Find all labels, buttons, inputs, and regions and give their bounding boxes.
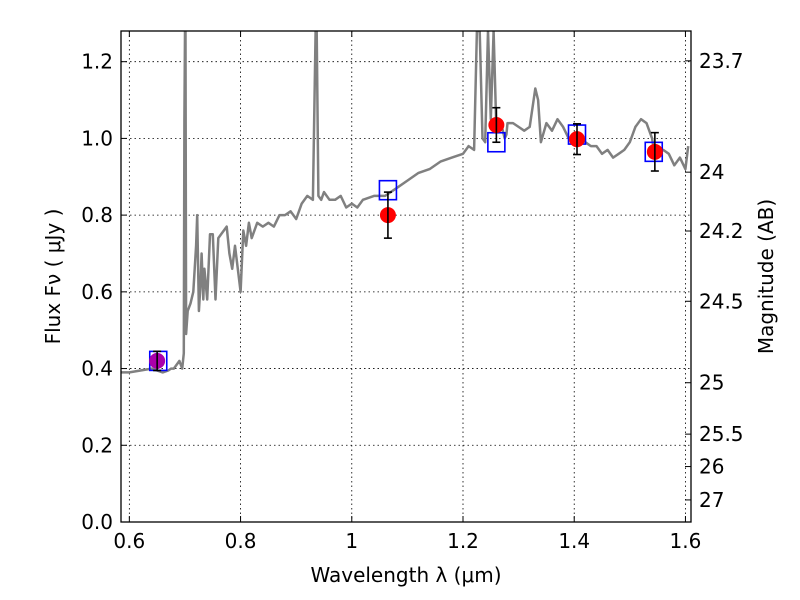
x-tick-label: 1.2: [447, 529, 479, 553]
x-tick-label: 1.4: [558, 529, 590, 553]
x-axis-label: Wavelength λ (μm): [310, 563, 501, 587]
y-tick-label: 1.0: [81, 126, 113, 150]
observed-point: [149, 350, 166, 372]
y-tick-label: 0.8: [81, 203, 113, 227]
observed-point: [488, 106, 505, 144]
y2-tick-label: 24.5: [699, 289, 744, 313]
x-tick-label: 0.8: [225, 529, 257, 553]
y-axis-label: Flux Fν ( μJy ): [41, 209, 65, 345]
template-spectrum-line: [121, 31, 690, 374]
x-tick-label: 1.6: [670, 529, 702, 553]
observed-point: [379, 191, 396, 239]
observed-points: [149, 106, 663, 372]
model-points: [148, 124, 664, 372]
y-tick-label: 0.4: [81, 357, 113, 381]
template-spectrum: [121, 31, 690, 374]
x-tick-label: 0.6: [113, 529, 145, 553]
y2-tick-label: 27: [699, 488, 724, 512]
y2-axis-label: Magnitude (AB): [754, 199, 778, 354]
y2-tick-label: 25: [699, 371, 724, 395]
y2-tick-label: 26: [699, 455, 724, 479]
y-tick-label: 0.2: [81, 433, 113, 457]
grid: [121, 31, 691, 523]
y2-tick-label: 25.5: [699, 422, 744, 446]
observed-point: [646, 131, 663, 172]
plot-frame: [120, 30, 692, 523]
y-tick-label: 0.6: [81, 280, 113, 304]
y2-tick-label: 24.2: [699, 219, 744, 243]
y2-tick-label: 23.7: [699, 49, 744, 73]
y-tick-label: 1.2: [81, 50, 113, 74]
x-tick-label: 1: [345, 529, 358, 553]
axis-ticks: 0.6 0.8 1 1.2 1.4 1.6 0.0 0.2 0.4 0.6 0.8 1.0 1.2 23.…: [81, 31, 744, 553]
observed-point: [569, 123, 585, 156]
y2-tick-label: 24: [699, 160, 724, 184]
y-tick-label: 0.0: [81, 510, 113, 534]
